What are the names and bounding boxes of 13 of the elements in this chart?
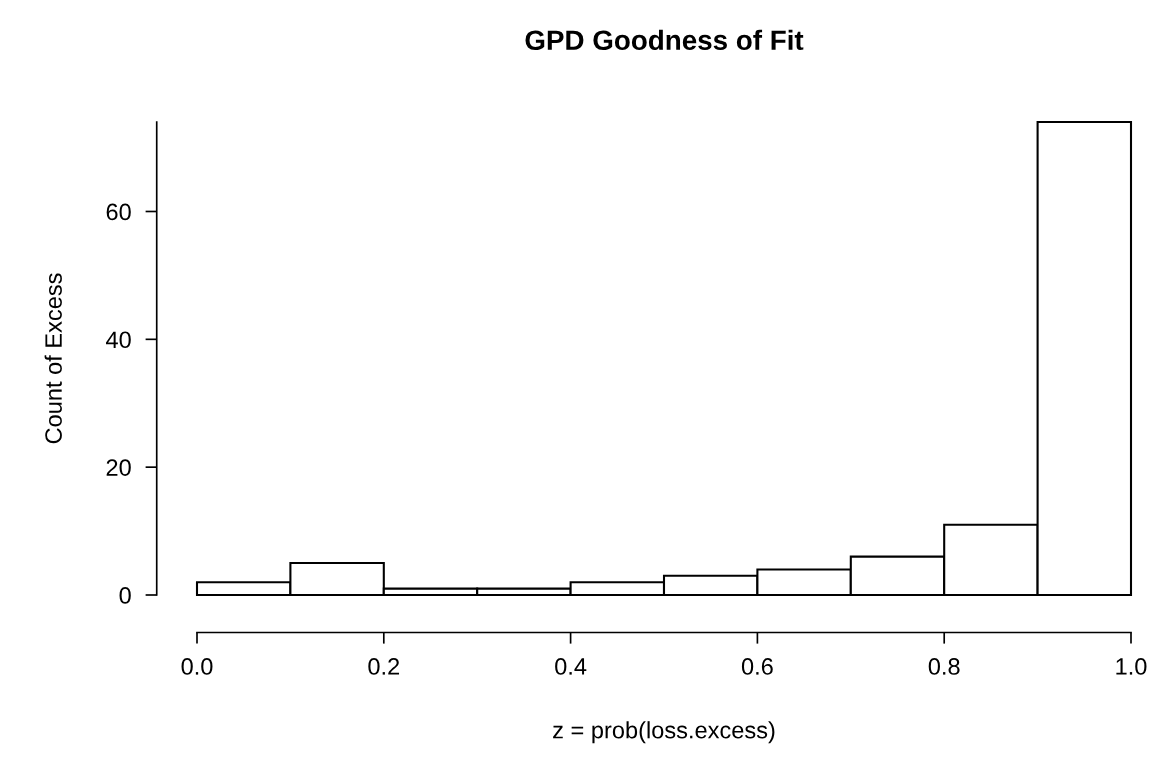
chart-title: GPD Goodness of Fit — [525, 29, 804, 51]
x-tick-label: 0.2 — [368, 658, 400, 675]
x-tick-label: 0.4 — [555, 658, 587, 675]
x-tick-label: 0.6 — [741, 658, 773, 675]
y-tick-label: 0 — [119, 587, 131, 604]
y-tick-label: 40 — [106, 331, 131, 349]
y-axis-title: Count of Excess — [44, 273, 62, 444]
x-tick-label: 1.0 — [1116, 658, 1147, 675]
x-tick-label: 0.8 — [928, 658, 960, 675]
x-tick-label: 0.0 — [181, 658, 213, 675]
y-tick-label: 60 — [106, 203, 131, 221]
y-tick-label: 20 — [106, 459, 131, 476]
x-axis-title: z = prob(loss.excess) — [553, 721, 775, 744]
